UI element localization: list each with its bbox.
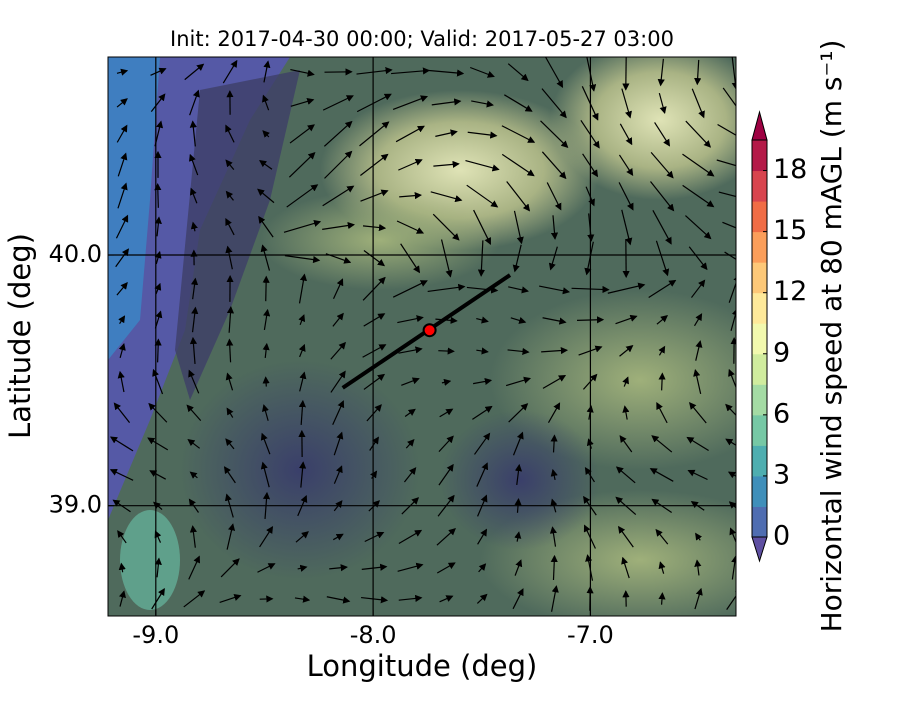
colorbar-over <box>752 112 767 140</box>
x-tick-label: -9.0 <box>132 621 179 649</box>
wind-arrow <box>158 340 159 363</box>
colorbar-under <box>752 537 767 561</box>
colorbar-band <box>752 201 767 232</box>
colorbar-band <box>752 262 767 293</box>
wind-arrow <box>662 593 663 604</box>
y-tick-label: 40.0 <box>49 240 102 268</box>
colorbar-band <box>752 323 767 354</box>
colorbar-band <box>752 445 767 476</box>
colorbar-band <box>752 293 767 324</box>
colorbar-band <box>752 415 767 446</box>
colorbar-band <box>752 171 767 202</box>
chart-title: Init: 2017-04-30 00:00; Valid: 2017-05-2… <box>170 27 674 51</box>
y-tick-label: 39.0 <box>49 491 102 519</box>
wind-arrow <box>158 184 159 208</box>
colorbar-tick-label: 6 <box>773 398 790 429</box>
colorbar-tick-label: 0 <box>773 521 790 552</box>
colorbar-label: Horizontal wind speed at 80 mAGL (m s⁻¹) <box>815 40 848 633</box>
wind-arrow <box>266 277 267 301</box>
colorbar-tick-label: 9 <box>773 337 790 368</box>
site-marker <box>424 324 436 336</box>
colorbar-tick-label: 12 <box>773 276 807 307</box>
colorbar-band <box>752 476 767 507</box>
y-axis-label: Latitude (deg) <box>3 233 37 439</box>
colorbar-band <box>752 354 767 385</box>
x-axis-label: Longitude (deg) <box>307 649 538 683</box>
x-tick-label: -8.0 <box>350 621 397 649</box>
colorbar-tick-label: 18 <box>773 154 807 185</box>
wind-arrow <box>266 377 267 386</box>
wind-arrow <box>662 374 663 391</box>
colorbar-band <box>752 232 767 263</box>
colorbar-band <box>752 506 767 537</box>
colorbar-tick-label: 3 <box>773 459 790 490</box>
colorbar-tick-label: 15 <box>773 215 807 246</box>
colorbar-band <box>752 140 767 171</box>
colorbar-band <box>752 384 767 415</box>
x-tick-label: -7.0 <box>567 621 614 649</box>
wind-arrow <box>438 351 453 352</box>
terrain <box>108 40 800 630</box>
